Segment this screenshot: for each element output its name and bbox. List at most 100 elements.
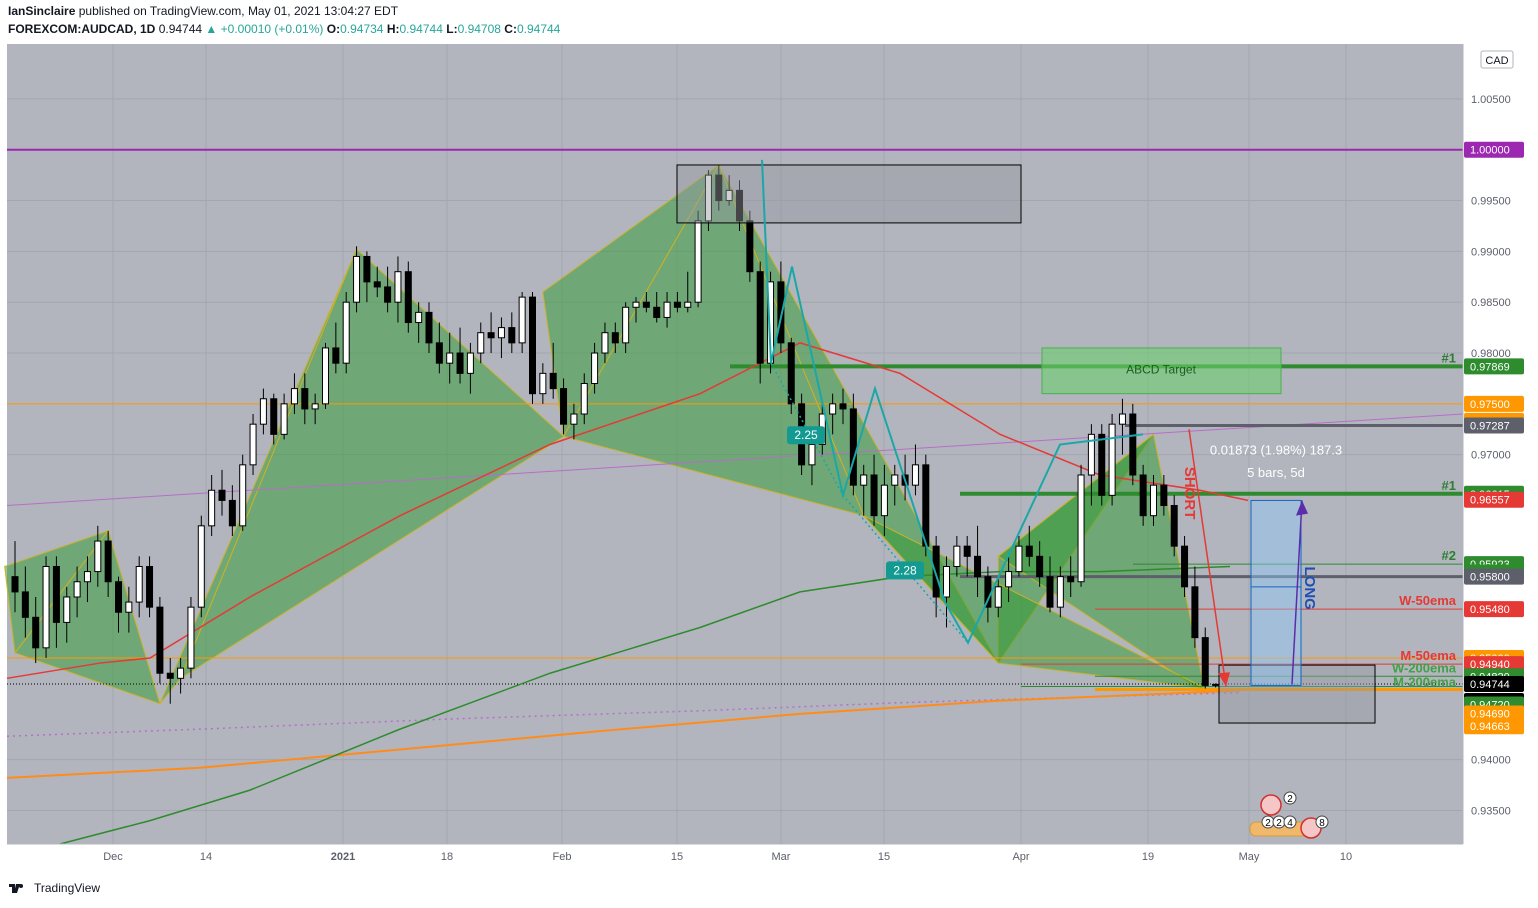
candle-down <box>1046 576 1054 608</box>
candle-up <box>63 596 71 623</box>
footer-brand[interactable]: TradingView <box>8 881 100 895</box>
candle-down <box>456 352 464 374</box>
pattern-triangle <box>863 515 1206 689</box>
candle-down <box>1160 484 1168 506</box>
candle-up <box>290 388 298 405</box>
time-tick-label: May <box>1239 851 1260 863</box>
candle-down <box>425 311 433 344</box>
price-label-text: 0.95800 <box>1470 572 1510 584</box>
price-tick-label: 1.00500 <box>1471 94 1511 106</box>
price-tick-label: 0.97000 <box>1471 450 1511 462</box>
candle-down <box>332 347 340 364</box>
candle-down <box>146 565 154 608</box>
low-value: 0.94708 <box>457 22 501 36</box>
time-tick-label: 10 <box>1340 851 1352 863</box>
candle-down <box>404 271 412 324</box>
candle-up <box>663 301 671 318</box>
candle-down <box>373 281 381 288</box>
candle-down <box>11 576 19 593</box>
supply-zone-box <box>676 164 1022 224</box>
candle-up <box>1150 484 1157 517</box>
abcd-target-label: ABCD Target <box>1126 362 1196 376</box>
candle-down <box>487 332 495 339</box>
candlestick-series <box>11 164 1220 704</box>
price-tick-label: 0.98500 <box>1471 297 1511 309</box>
candle-up <box>570 413 578 425</box>
candle-up <box>73 581 81 598</box>
long-arrow <box>1291 500 1303 685</box>
candle-up <box>911 464 919 486</box>
ema-green-line <box>59 565 1231 845</box>
candle-up <box>880 484 888 517</box>
tradingview-logo-icon <box>9 884 23 893</box>
time-axis[interactable]: Dec 14 2021 18 Feb 15 Mar 15 Apr 19 May 10 <box>0 843 1463 872</box>
candle-up <box>994 586 1002 608</box>
candle-down <box>228 499 236 527</box>
candle-down <box>642 301 650 308</box>
candle-down <box>1170 504 1178 547</box>
candle-up <box>342 301 350 364</box>
candle-up <box>280 403 288 435</box>
time-tick-label: 15 <box>878 851 890 863</box>
candle-up <box>125 601 133 613</box>
candle-down <box>715 174 723 202</box>
candle-down <box>1139 474 1147 517</box>
abcd-target-box <box>1041 347 1282 395</box>
price-label-text: 0.97869 <box>1470 361 1510 373</box>
candle-up <box>187 606 195 669</box>
price-axis[interactable]: CAD1.005000.995000.990000.985000.980000.… <box>1462 44 1536 844</box>
candle-up <box>83 571 91 583</box>
last-price: 0.94744 <box>158 22 203 36</box>
time-tick-label: 19 <box>1142 851 1154 863</box>
w50ema-label: W-50ema <box>1399 593 1457 608</box>
long-projection-box <box>1250 499 1302 686</box>
measure-line-2: 5 bars, 5d <box>1247 465 1305 480</box>
candle-up <box>446 352 454 364</box>
candle-down <box>932 545 940 598</box>
price-tick-label: 0.99000 <box>1471 246 1511 258</box>
symbol-label[interactable]: FOREXCOM:AUDCAD, 1D <box>8 22 156 36</box>
author-name[interactable]: IanSinclaire <box>8 4 76 18</box>
time-tick-label: 2021 <box>331 851 355 863</box>
short-label: SHORT <box>1181 467 1198 520</box>
candle-up <box>1077 474 1085 583</box>
price-label-box <box>1464 141 1524 158</box>
candle-up <box>394 271 402 303</box>
long-label: LONG <box>1301 566 1318 609</box>
price-label-box <box>1464 676 1524 692</box>
price-tick-label: 0.99500 <box>1471 196 1511 208</box>
low-label: L: <box>446 22 458 36</box>
candle-up <box>259 398 267 425</box>
candle-down <box>508 327 516 344</box>
price-label-box <box>1464 568 1524 585</box>
candle-down <box>1036 555 1044 578</box>
candle-down <box>787 342 795 405</box>
candle-down <box>166 672 174 679</box>
candle-down <box>870 474 878 517</box>
measure-line-1: 0.01873 (1.98%) 187.3 <box>1210 443 1342 458</box>
candle-down <box>52 565 60 623</box>
price-label-text: 0.94940 <box>1470 659 1510 671</box>
brand-name: TradingView <box>34 881 101 895</box>
candle-up <box>622 306 630 344</box>
candle-down <box>218 489 226 501</box>
candle-up <box>353 255 361 303</box>
candle-up <box>539 372 547 395</box>
candle-up <box>591 352 599 385</box>
ema-orange-line <box>6 689 1241 779</box>
candle-up <box>808 444 816 466</box>
candle-up <box>518 296 526 344</box>
price-label-text: 0.95480 <box>1470 604 1510 616</box>
price-label-box <box>1464 395 1524 412</box>
time-tick-label: 18 <box>441 851 453 863</box>
candle-up <box>1015 545 1023 573</box>
candle-down <box>1191 586 1199 639</box>
candle-down <box>560 388 568 425</box>
candle-down <box>1129 413 1137 476</box>
candle-up <box>466 352 474 374</box>
time-tick-label: Feb <box>553 851 572 863</box>
candle-down <box>1181 545 1189 588</box>
close-value: 0.94744 <box>516 22 561 36</box>
candle-down <box>301 388 309 410</box>
